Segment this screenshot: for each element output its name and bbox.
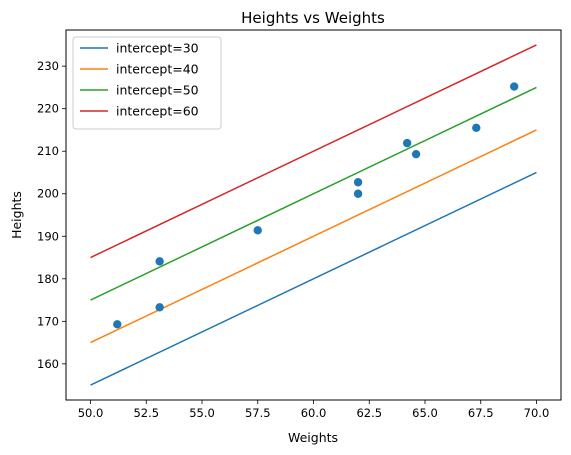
scatter-point-2 bbox=[155, 257, 164, 266]
series-line-1 bbox=[90, 171, 537, 386]
x-tick-label: 55.0 bbox=[189, 406, 215, 420]
legend: intercept=30 intercept=40 intercept=50 inte… bbox=[72, 36, 222, 130]
scatter-point-3 bbox=[155, 303, 164, 312]
legend-box bbox=[72, 36, 222, 130]
x-tick-label: 52.5 bbox=[133, 406, 159, 420]
scatter-layer bbox=[113, 82, 519, 329]
y-tick-label: 170 bbox=[37, 314, 59, 328]
x-tick-label: 65.0 bbox=[412, 406, 438, 420]
scatter-point-8 bbox=[411, 149, 421, 159]
y-tick-label: 220 bbox=[37, 102, 59, 116]
y-axis-label: Heights bbox=[9, 191, 24, 239]
x-tick-label: 57.5 bbox=[245, 406, 271, 420]
scatter-point-9 bbox=[472, 123, 481, 133]
x-tick-label: 62.5 bbox=[356, 406, 382, 420]
x-tick-label: 70.0 bbox=[524, 406, 550, 420]
scatter-point-10 bbox=[509, 82, 519, 91]
x-axis-label: Weights bbox=[288, 430, 338, 445]
scatter-point-4 bbox=[253, 226, 262, 235]
y-axis: 160 170 180 190 200 210 220 230 bbox=[37, 59, 66, 371]
x-tick-label: 67.5 bbox=[468, 406, 494, 420]
x-axis: 50.0 52.5 55.0 57.5 60.0 62.5 65.0 67.5 70.0 bbox=[78, 400, 550, 420]
scatter-point-1 bbox=[113, 320, 122, 329]
y-tick-label: 180 bbox=[37, 272, 59, 286]
y-tick-label: 210 bbox=[37, 144, 59, 158]
legend-label-1: intercept=30 bbox=[116, 41, 199, 56]
y-tick-label: 230 bbox=[37, 59, 59, 73]
x-tick-label: 50.0 bbox=[78, 406, 104, 420]
y-tick-label: 160 bbox=[37, 357, 59, 371]
chart-title: Heights vs Weights bbox=[241, 9, 385, 27]
series-line-3 bbox=[90, 86, 537, 301]
y-tick-label: 200 bbox=[37, 187, 59, 201]
scatter-point-6 bbox=[353, 189, 363, 198]
legend-label-2: intercept=40 bbox=[116, 62, 199, 77]
scatter-point-5 bbox=[353, 178, 363, 187]
y-tick-label: 190 bbox=[37, 229, 59, 243]
legend-label-4: intercept=60 bbox=[116, 104, 199, 119]
x-tick-label: 60.0 bbox=[301, 406, 327, 420]
scatter-point-7 bbox=[402, 138, 412, 148]
series-layer bbox=[90, 44, 537, 386]
series-line-2 bbox=[90, 129, 537, 344]
series-line-4 bbox=[90, 44, 537, 259]
legend-label-3: intercept=50 bbox=[116, 83, 199, 98]
